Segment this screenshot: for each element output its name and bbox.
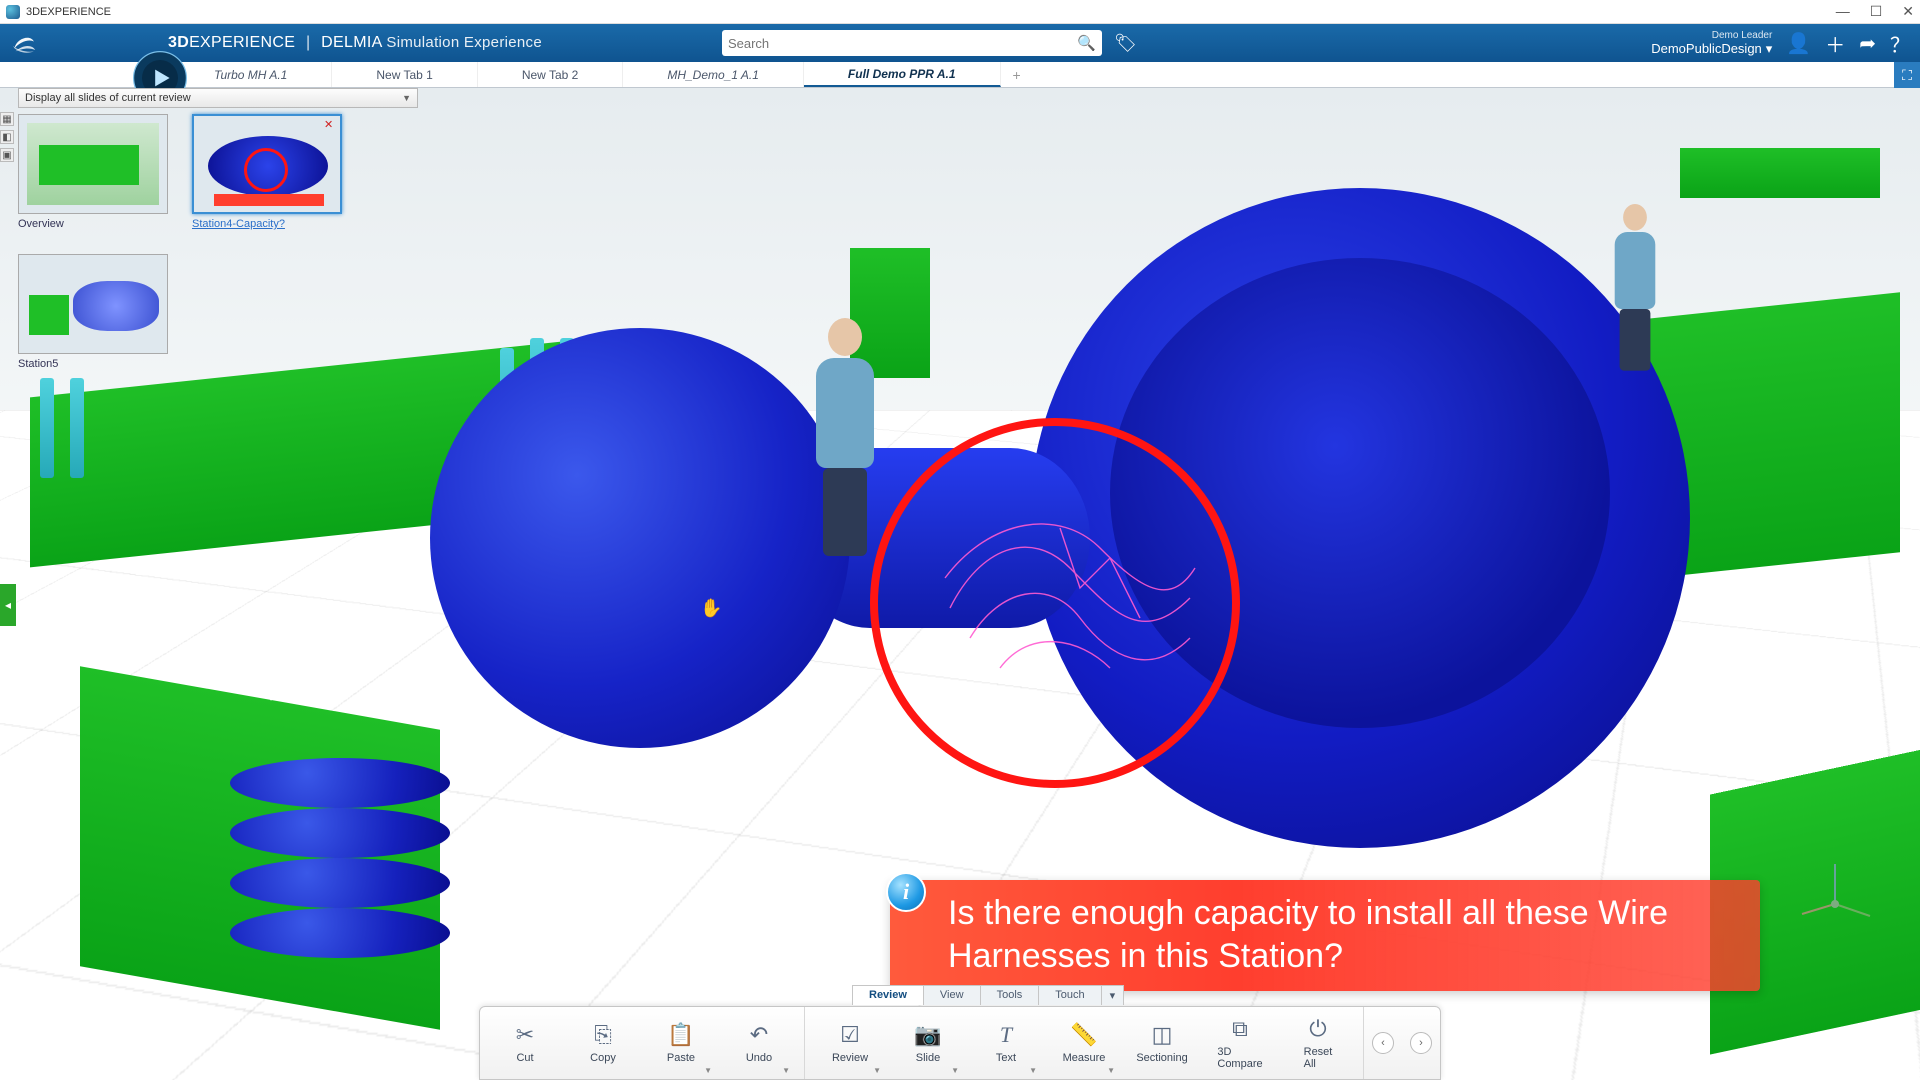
blue-disc	[230, 808, 450, 858]
ruler-icon: 📏	[1070, 1022, 1097, 1048]
profile-icon[interactable]: 👤	[1786, 31, 1811, 56]
user-menu[interactable]: Demo Leader DemoPublicDesign▾	[1651, 30, 1772, 57]
actionbar-tab-tools[interactable]: Tools	[980, 985, 1040, 1005]
actionbar-tab-view[interactable]: View	[923, 985, 981, 1005]
toolbar-scroll-right[interactable]: ›	[1410, 1032, 1432, 1054]
blue-disc	[230, 858, 450, 908]
brand-text: 3DEXPERIENCE | DELMIA Simulation Experie…	[168, 34, 542, 52]
reset-all-button[interactable]: ⏻ResetAll	[1279, 1007, 1357, 1079]
slide-thumb-station5[interactable]: Station5	[18, 254, 168, 370]
maximize-button[interactable]: ☐	[1870, 3, 1883, 20]
measure-button[interactable]: 📏Measure▼	[1045, 1007, 1123, 1079]
power-icon: ⏻	[1309, 1016, 1326, 1042]
green-wall-backright	[1680, 148, 1880, 198]
undo-icon: ↶	[750, 1022, 768, 1048]
copy-button[interactable]: ⎘Copy	[564, 1007, 642, 1079]
chevron-down-icon: ▼	[402, 93, 411, 103]
annotation-callout: i Is there enough capacity to install al…	[890, 880, 1760, 991]
slides-filter-dropdown[interactable]: Display all slides of current review ▼	[18, 88, 418, 108]
document-tab-bar: Turbo MH A.1 New Tab 1 New Tab 2 MH_Demo…	[0, 62, 1920, 88]
toolbar-scroll-left[interactable]: ‹	[1372, 1032, 1394, 1054]
actionbar-tab-review[interactable]: Review	[852, 985, 924, 1005]
cursor-hand-icon: ✋	[700, 598, 722, 619]
paste-icon: 📋	[667, 1022, 694, 1048]
panel-collapse-handle[interactable]: ◂	[0, 584, 16, 626]
top-bar: V.R 3DEXPERIENCE | DELMIA Simulation Exp…	[0, 24, 1920, 62]
slide-thumb-overview[interactable]: Overview	[18, 114, 168, 230]
tab-fulldemo[interactable]: Full Demo PPR A.1	[804, 62, 1001, 87]
sectioning-button[interactable]: ◫Sectioning	[1123, 1007, 1201, 1079]
share-icon[interactable]: ➦	[1859, 31, 1876, 56]
review-icon: ☑	[840, 1022, 860, 1048]
new-tab-button[interactable]: +	[1001, 62, 1033, 87]
review-button[interactable]: ☑Review▼	[811, 1007, 889, 1079]
slide-thumb-station4[interactable]: ✕ Station4-Capacity?	[192, 114, 342, 230]
tab-mhdemo[interactable]: MH_Demo_1 A.1	[623, 62, 804, 87]
search-input[interactable]	[728, 36, 1077, 51]
help-icon[interactable]: ？	[1890, 29, 1910, 58]
app-icon	[6, 5, 20, 19]
manikin-right	[1611, 204, 1660, 372]
cyan-post	[40, 378, 54, 478]
slide-close-icon[interactable]: ✕	[324, 118, 338, 132]
slides-tool-3[interactable]: ▣	[0, 148, 14, 162]
ds-logo-icon	[10, 29, 38, 57]
search-box[interactable]: 🔍	[722, 30, 1102, 56]
minimize-button[interactable]: —	[1836, 3, 1850, 20]
slide-button[interactable]: 📷Slide▼	[889, 1007, 967, 1079]
slides-tool-1[interactable]: ▦	[0, 112, 14, 126]
tag-icon[interactable]: 🏷	[1114, 33, 1137, 54]
axis-triad[interactable]	[1790, 854, 1880, 924]
chevron-down-icon: ▾	[1766, 41, 1773, 57]
viewport-3d[interactable]: i Is there enough capacity to install al…	[0, 88, 1920, 1080]
text-icon: T	[1000, 1022, 1012, 1048]
window-title: 3DEXPERIENCE	[26, 6, 111, 18]
tab-new2[interactable]: New Tab 2	[478, 62, 623, 87]
compare3d-button[interactable]: ⧉3DCompare	[1201, 1007, 1279, 1079]
tab-turbo[interactable]: Turbo MH A.1	[170, 62, 332, 87]
copy-icon: ⎘	[594, 1022, 612, 1048]
cyan-post	[70, 378, 84, 478]
info-icon: i	[886, 872, 926, 912]
camera-icon: 📷	[914, 1022, 941, 1048]
cursor-arrow-icon: ↖	[262, 688, 274, 705]
manikin-center	[810, 318, 880, 558]
undo-button[interactable]: ↶Undo▼	[720, 1007, 798, 1079]
slides-tool-2[interactable]: ◧	[0, 130, 14, 144]
text-button[interactable]: TText▼	[967, 1007, 1045, 1079]
actionbar-tab-more[interactable]: ▾	[1101, 985, 1125, 1005]
slides-panel: Display all slides of current review ▼ ▦…	[18, 88, 418, 370]
fullscreen-toggle[interactable]: ⛶	[1894, 62, 1920, 88]
actionbar-tab-touch[interactable]: Touch	[1038, 985, 1101, 1005]
section-icon: ◫	[1152, 1022, 1173, 1048]
compare-icon: ⧉	[1232, 1016, 1248, 1042]
close-button[interactable]: ✕	[1902, 3, 1914, 20]
cut-button[interactable]: ✂Cut	[486, 1007, 564, 1079]
window-titlebar: 3DEXPERIENCE — ☐ ✕	[0, 0, 1920, 24]
tab-new1[interactable]: New Tab 1	[332, 62, 477, 87]
blue-disc	[230, 758, 450, 808]
scissors-icon: ✂	[516, 1022, 534, 1048]
blue-disc	[230, 908, 450, 958]
paste-button[interactable]: 📋Paste▼	[642, 1007, 720, 1079]
search-icon[interactable]: 🔍	[1077, 34, 1096, 52]
action-bar: Review View Tools Touch ▾ ✂Cut ⎘Copy 📋Pa…	[479, 1006, 1441, 1080]
add-icon[interactable]: ＋	[1825, 29, 1845, 58]
